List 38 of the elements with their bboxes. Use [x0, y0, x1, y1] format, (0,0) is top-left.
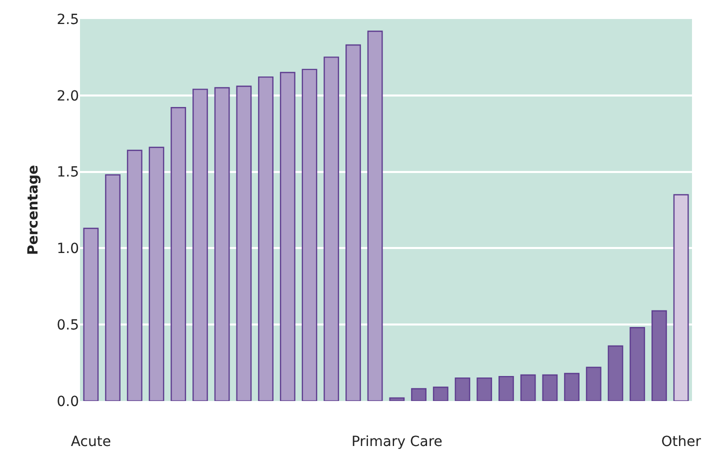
y-axis-title: Percentage: [25, 164, 42, 256]
y-tick-label: 0.5: [56, 318, 79, 334]
bar: [498, 376, 514, 401]
bar: [192, 88, 208, 401]
bar: [630, 327, 646, 401]
bar: [476, 377, 492, 401]
bar: [454, 377, 470, 401]
bar: [302, 68, 318, 401]
bar: [520, 374, 536, 401]
bar: [367, 30, 383, 401]
bar: [411, 388, 426, 401]
bar: [214, 87, 230, 401]
bar: [236, 86, 252, 401]
x-tick-label: Other: [661, 434, 702, 450]
y-tick-label: 1.5: [56, 164, 79, 181]
y-tick-label: 1.0: [56, 241, 79, 258]
bar: [258, 76, 274, 401]
bar: [564, 372, 580, 401]
bar: [280, 72, 296, 401]
y-tick-label: 2.5: [56, 12, 79, 28]
bar: [324, 56, 340, 401]
y-tick-label: 2.0: [56, 88, 79, 104]
bar: [346, 44, 361, 401]
bar: [586, 366, 602, 401]
bar: [432, 386, 448, 401]
bar: [126, 150, 142, 401]
bar: [105, 174, 120, 401]
bar: [170, 107, 186, 401]
bar: [608, 345, 624, 401]
bar: [148, 146, 164, 401]
bar: [673, 194, 689, 401]
bar: [389, 397, 405, 401]
bar: [83, 228, 99, 401]
x-tick-label: Primary Care: [351, 434, 442, 450]
y-tick-label: 0.0: [56, 394, 79, 410]
bar: [652, 310, 667, 401]
x-tick-label: Acute: [70, 434, 111, 450]
bar: [542, 374, 558, 401]
